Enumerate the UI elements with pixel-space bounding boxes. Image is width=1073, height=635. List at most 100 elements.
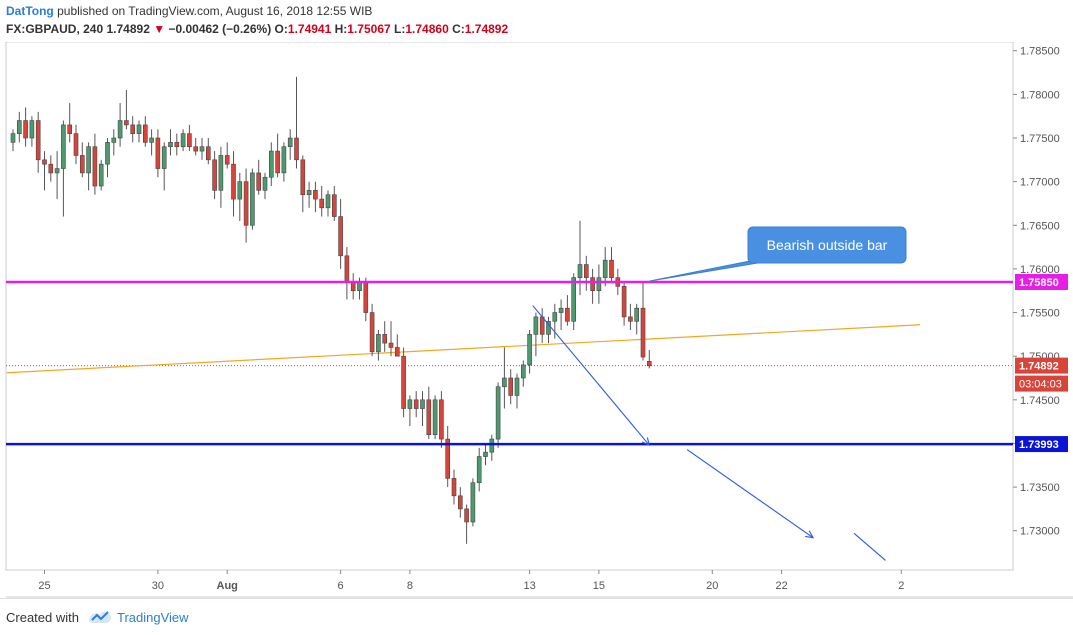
footer: Created with TradingView xyxy=(0,598,1073,635)
countdown-badge: 03:04:03 xyxy=(1019,379,1062,391)
bull-candle xyxy=(602,259,608,278)
open-value: 1.74941 xyxy=(287,22,332,36)
y-tick-label: 1.73500 xyxy=(1020,482,1060,494)
bear-candle xyxy=(313,190,318,200)
y-tick-label: 1.73000 xyxy=(1020,526,1060,538)
bull-candle xyxy=(495,386,501,440)
bear-candle xyxy=(451,478,457,497)
tradingview-logo-icon[interactable] xyxy=(88,607,112,625)
projection-arrow-line xyxy=(532,305,650,446)
bull-candle xyxy=(577,264,583,278)
bear-candle xyxy=(439,399,444,440)
bear-candle xyxy=(609,259,614,278)
bull-candle xyxy=(262,176,268,191)
bull-candle xyxy=(287,137,293,148)
y-tick-label: 1.78000 xyxy=(1020,89,1060,101)
bear-candle xyxy=(508,377,514,396)
bear-candle xyxy=(331,194,337,217)
bull-candle xyxy=(357,281,362,292)
bear-candle xyxy=(394,347,400,357)
y-tick-label: 1.76500 xyxy=(1020,220,1060,232)
bull-candle xyxy=(268,150,274,178)
bear-candle xyxy=(67,124,72,134)
bull-candle xyxy=(168,142,173,148)
x-tick-label: 30 xyxy=(152,580,164,592)
plot-frame xyxy=(5,41,1014,571)
bull-candle xyxy=(571,277,577,322)
bear-candle xyxy=(193,146,198,152)
chart-header: DatTong published on TradingView.com, Au… xyxy=(0,0,1073,42)
resistance-price-badge-bg xyxy=(1015,274,1068,290)
y-tick-label: 1.78500 xyxy=(1020,46,1060,58)
bull-candle xyxy=(527,334,532,366)
bear-candle xyxy=(256,172,262,191)
bear-candle xyxy=(344,255,350,283)
bear-candle xyxy=(143,124,148,143)
bull-candle xyxy=(149,137,154,143)
bull-candle xyxy=(420,399,425,409)
chart-area[interactable]: 1.78500 1.78000 1.77500 1.77000 1.76500 1.760… xyxy=(0,41,1073,598)
last-price: 1.74892 xyxy=(106,22,150,36)
bull-candle xyxy=(325,194,331,209)
arrowhead xyxy=(805,530,815,539)
tradingview-brand[interactable]: TradingView xyxy=(117,610,189,625)
bear-candle xyxy=(73,133,79,156)
bull-candle xyxy=(180,133,186,148)
publish-text: published on TradingView.com, August 16,… xyxy=(57,4,373,18)
bull-candle xyxy=(218,155,224,191)
bear-candle xyxy=(590,277,595,292)
bear-candle xyxy=(464,508,469,523)
bear-candle xyxy=(231,163,236,200)
x-tick-label: 15 xyxy=(593,580,605,592)
bull-candle xyxy=(470,482,476,523)
bear-candle xyxy=(92,146,98,187)
bear-candle xyxy=(48,163,54,174)
callout-box xyxy=(747,226,907,264)
projection-arrow-line xyxy=(686,449,814,539)
bear-candle xyxy=(338,216,343,257)
symbol-label: FX:GBPAUD, 240 xyxy=(6,22,104,36)
bear-candle xyxy=(539,316,545,335)
x-tick-label: 20 xyxy=(706,580,718,592)
bear-candle xyxy=(565,307,570,322)
bear-candle xyxy=(457,495,463,510)
bull-candle xyxy=(117,120,123,139)
bull-candle xyxy=(514,377,520,396)
bull-candle xyxy=(376,334,381,353)
y-tick-label: 1.74500 xyxy=(1020,395,1060,407)
symbol-info: FX:GBPAUD, 240 1.74892 ▼ −0.00462 (−0.26… xyxy=(6,22,508,36)
bear-candle xyxy=(628,316,633,322)
bear-candle xyxy=(621,286,627,318)
bear-candle xyxy=(413,399,419,409)
countdown-badge-bg xyxy=(1015,375,1068,392)
projection-line-partial xyxy=(853,532,886,561)
bull-candle xyxy=(29,120,35,139)
bear-candle xyxy=(382,334,388,344)
y-tick-label: 1.75500 xyxy=(1020,308,1060,320)
bear-candle xyxy=(319,198,325,209)
low-label: L: xyxy=(394,22,406,36)
bull-candle xyxy=(502,377,507,388)
high-value: 1.75067 xyxy=(347,22,391,36)
bull-candle xyxy=(136,124,142,134)
bull-candle xyxy=(432,399,438,436)
bull-candle xyxy=(61,124,66,169)
open-label: O: xyxy=(274,22,288,36)
price-chart[interactable]: 1.78500 1.78000 1.77500 1.77000 1.76500 1.760… xyxy=(0,41,1073,598)
bull-candle xyxy=(250,172,255,226)
callout-text: Bearish outside bar xyxy=(767,237,888,253)
bear-candle xyxy=(350,281,356,292)
trendline xyxy=(6,324,921,374)
x-tick-label: 22 xyxy=(775,580,787,592)
bear-candle xyxy=(388,342,394,348)
x-tick-label: 8 xyxy=(407,580,413,592)
author-link[interactable]: DatTong xyxy=(6,4,54,18)
change-value: −0.00462 (−0.26%) xyxy=(168,22,272,36)
bull-candle xyxy=(546,320,551,335)
y-tick-label: 1.77000 xyxy=(1020,177,1060,189)
resistance-price-badge: 1.75850 xyxy=(1019,277,1059,289)
bull-candle xyxy=(558,307,564,313)
bull-candle xyxy=(105,142,110,165)
bear-candle xyxy=(80,155,85,174)
bull-candle xyxy=(199,146,205,152)
